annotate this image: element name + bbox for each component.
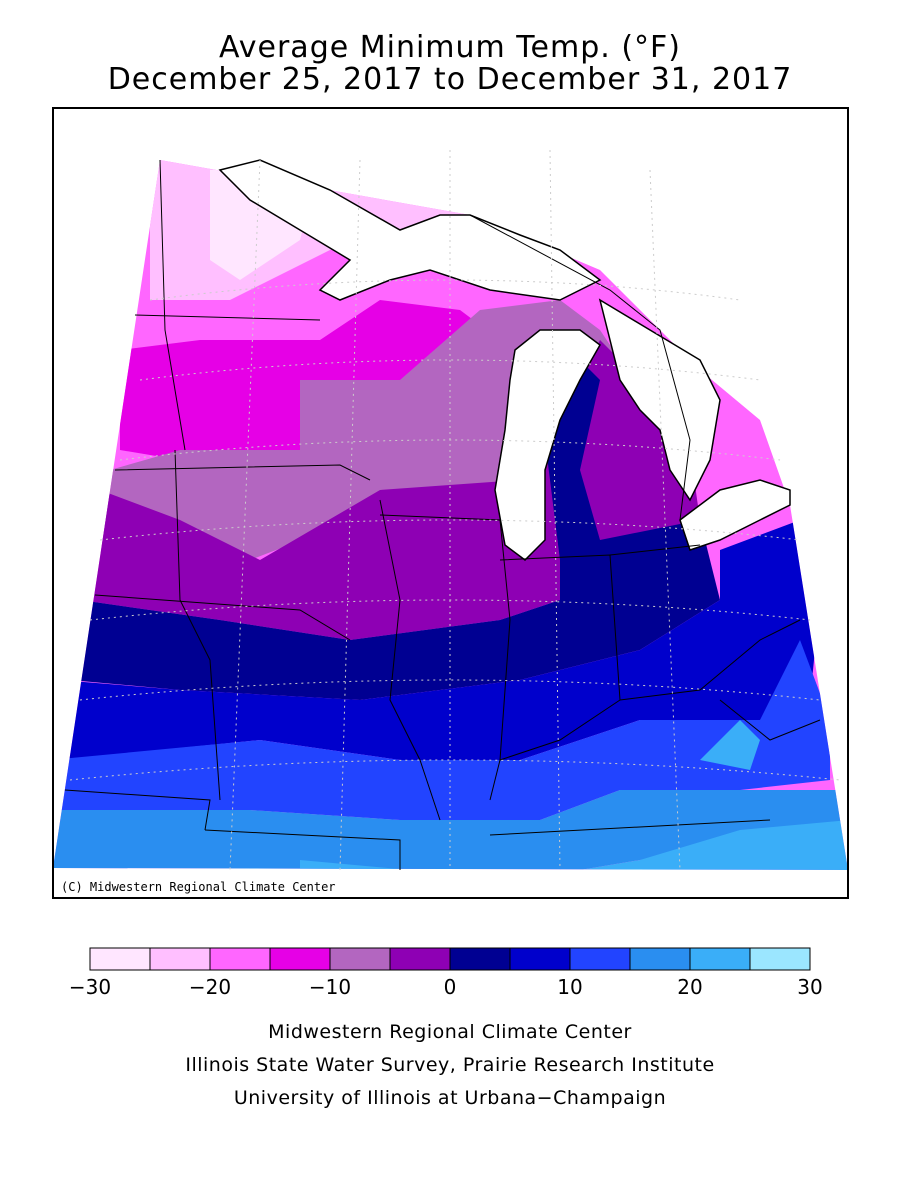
map-title: Average Minimum Temp. (°F) (219, 30, 681, 65)
great-lakes (218, 159, 791, 561)
legend-bin (509, 947, 571, 971)
map-date-range: December 25, 2017 to December 31, 2017 (107, 62, 793, 97)
footer-line-2: Illinois State Water Survey, Prairie Res… (185, 1054, 715, 1076)
legend-tick-label: −20 (188, 975, 232, 999)
map-border (52, 107, 849, 899)
legend-tick-label: 0 (443, 975, 457, 999)
footer-line-1: Midwestern Regional Climate Center (268, 1021, 632, 1043)
legend-tick-label: −30 (68, 975, 112, 999)
legend-bin (449, 947, 511, 971)
legend-bin (89, 947, 151, 971)
legend-bin (209, 947, 271, 971)
legend-bin (689, 947, 751, 971)
legend-color-bar (89, 947, 811, 971)
graticule (69, 149, 841, 871)
legend-bin (569, 947, 631, 971)
legend-bin (389, 947, 451, 971)
state-borders (64, 159, 821, 870)
legend-tick-label: 20 (677, 975, 703, 999)
legend-bin (329, 947, 391, 971)
legend-tick-label: −10 (308, 975, 352, 999)
legend-bin (629, 947, 691, 971)
legend-bin (149, 947, 211, 971)
copyright-label: (C) Midwestern Regional Climate Center (57, 880, 340, 894)
footer-line-3: University of Illinois at Urbana−Champai… (233, 1087, 667, 1109)
legend-bin (269, 947, 331, 971)
legend-bin (749, 947, 811, 971)
legend-tick-label: 10 (557, 975, 583, 999)
legend-tick-label: 30 (797, 975, 823, 999)
